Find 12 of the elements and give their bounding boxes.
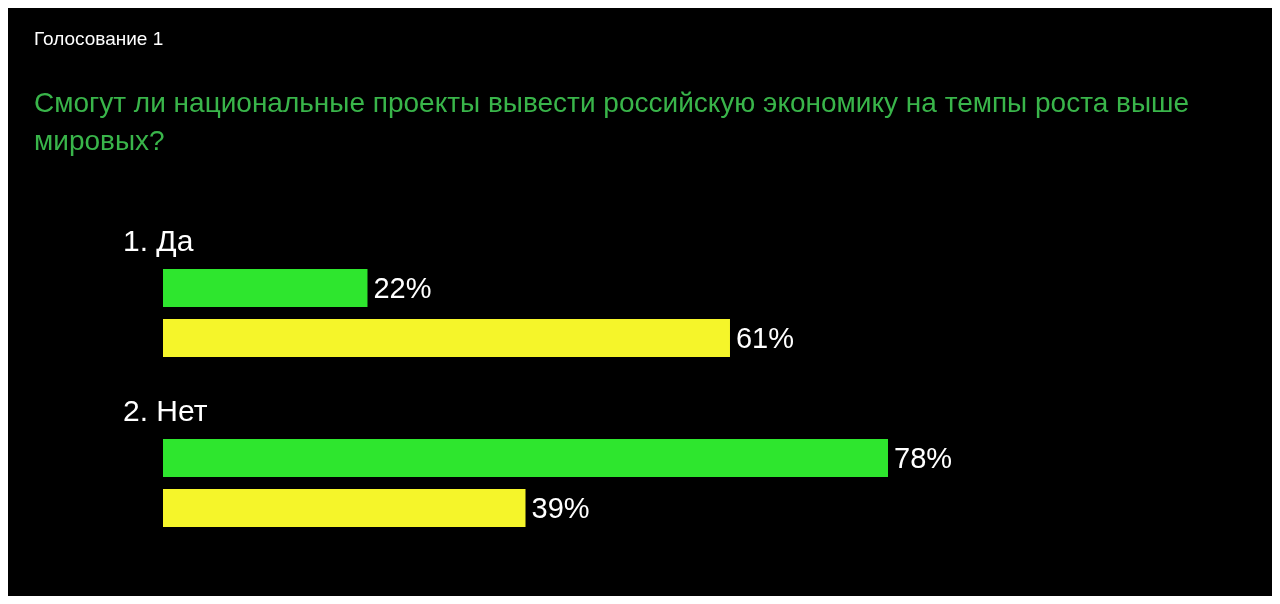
chart-title: Голосование 1 [34, 28, 164, 50]
bar [163, 269, 368, 307]
y-tick-label: 2. Нет [123, 394, 208, 427]
chart-subtitle: Смогут ли национальные проекты вывести российскую экономику на темпы роста выше мировых? [34, 86, 1191, 158]
data-label: 39% [531, 492, 590, 524]
bar [163, 439, 888, 477]
bar [163, 489, 526, 527]
data-label: 61% [735, 322, 795, 354]
data-label: 78% [894, 442, 953, 474]
data-label: 22% [373, 272, 432, 304]
y-tick-label: 1. Да [123, 224, 194, 257]
bar [163, 319, 730, 357]
